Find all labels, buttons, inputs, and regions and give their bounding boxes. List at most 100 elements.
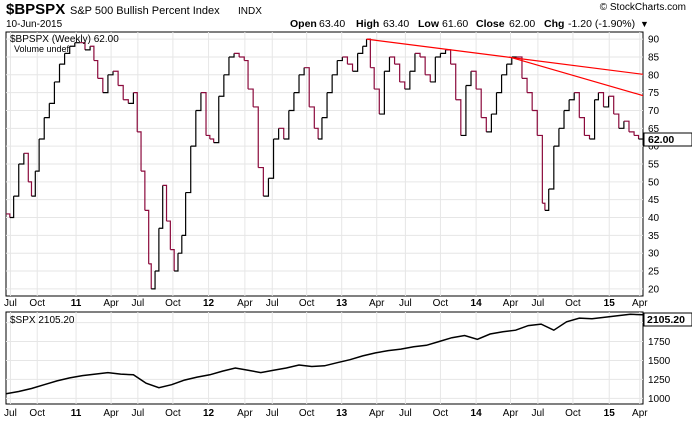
x-tick-label: 15: [604, 408, 616, 419]
open-label: Open: [290, 18, 317, 30]
bpi-bar: [404, 71, 411, 90]
x-tick-label: Jul: [531, 408, 544, 419]
bpi-bar: [209, 138, 215, 143]
x-tick-label: Oct: [299, 408, 315, 419]
bpi-bar: [162, 184, 168, 222]
lower-last-value: 2105.20: [647, 314, 685, 326]
bpi-bar: [288, 92, 295, 112]
high-value: 63.40: [383, 18, 409, 30]
x-tick-label: Apr: [237, 408, 253, 419]
bpi-bar: [553, 128, 560, 147]
bpi-bar: [248, 88, 254, 107]
chg-down-marker: ▼: [640, 19, 649, 29]
lower-y-tick-label: 1500: [648, 356, 671, 367]
x-tick-label: Oct: [29, 408, 45, 419]
bpi-bar: [49, 81, 56, 104]
bpi-bar: [200, 92, 207, 136]
bpi-bar: [69, 42, 76, 47]
x-tick-label: 11: [71, 298, 82, 309]
x-tick-label: Jul: [399, 408, 412, 419]
lower-price-line: [6, 313, 643, 395]
date-label: 10-Jun-2015: [6, 19, 63, 30]
x-tick-label: Oct: [433, 408, 449, 419]
bpi-bar: [213, 96, 220, 144]
bpi-bar: [465, 71, 472, 87]
bpi-bar: [420, 56, 426, 75]
bpi-bar: [440, 49, 447, 55]
bpi-bar: [537, 134, 543, 204]
bpi-bar: [603, 96, 610, 108]
bpi-bar: [155, 228, 160, 272]
bpi-bar: [223, 56, 230, 76]
x-tick-label: Oct: [299, 298, 315, 309]
bpi-bar: [93, 59, 99, 79]
x-tick-label: Apr: [503, 408, 519, 419]
brand-label: © StockCharts.com: [600, 2, 686, 13]
x-tick-label: Apr: [369, 298, 385, 309]
bpi-bar: [309, 106, 315, 129]
upper-y-tick-label: 85: [648, 52, 660, 63]
bpi-bar: [299, 67, 305, 76]
bpi-bar: [564, 99, 570, 112]
x-tick-label: Oct: [165, 408, 181, 419]
bpi-bar: [337, 56, 343, 62]
bpi-bar: [239, 56, 245, 61]
lower-x-axis: Jul Oct 11 Apr Jul Oct 12 Apr Jul Oct 13 Apr Jul Oct 1…: [4, 408, 648, 419]
bpi-bar: [379, 71, 385, 115]
bpi-bar: [613, 113, 620, 129]
bpi-bar: [185, 146, 192, 194]
bpi-bar: [128, 92, 134, 104]
low-value: 61.60: [442, 18, 468, 30]
upper-gridlines: [6, 32, 643, 296]
bpi-bar: [133, 92, 138, 132]
bpi-bar: [144, 209, 150, 264]
x-tick-label: Jul: [131, 298, 144, 309]
bpi-bar: [59, 53, 66, 65]
upper-y-tick-label: 65: [648, 124, 660, 135]
lower-legend-series: $SPX 2105.20: [10, 315, 75, 326]
bpi-bar: [574, 92, 580, 118]
upper-y-tick-label: 35: [648, 231, 660, 242]
bpi-bar: [113, 70, 119, 86]
bpi-bar: [481, 117, 487, 132]
x-tick-label: 14: [471, 408, 483, 419]
bpi-bar: [263, 178, 270, 197]
bpi-bar: [516, 56, 523, 79]
bpi-bar: [258, 166, 264, 197]
bpi-bar: [476, 88, 482, 118]
bpi-bar: [151, 271, 156, 290]
lower-panel-frame: [5, 311, 644, 405]
lower-y-tick-label: 1250: [648, 375, 671, 386]
bpi-bar: [486, 114, 492, 133]
bpi-bar: [347, 63, 354, 72]
bpi-bar: [218, 74, 225, 97]
bpi-bar: [244, 59, 249, 90]
bpi-bar: [170, 249, 175, 272]
upper-last-value: 62.00: [648, 134, 674, 146]
bpi-bar: [318, 117, 323, 140]
bpi-bar: [394, 63, 401, 82]
bpi-bar: [9, 196, 15, 219]
upper-y-tick-label: 30: [648, 249, 660, 260]
bpi-bar: [158, 185, 164, 229]
ohlc-row: Open 63.40 High 63.40 Low 61.60 Close 62…: [290, 18, 649, 30]
x-tick-label: 13: [336, 298, 348, 309]
lower-last-value-box: [643, 312, 692, 327]
x-tick-label: Jul: [4, 408, 17, 419]
bpi-bar: [352, 53, 359, 72]
x-tick-label: Apr: [237, 298, 253, 309]
bpi-bar: [39, 117, 45, 140]
bpi-bar: [278, 127, 285, 140]
bpi-bar: [28, 181, 33, 197]
upper-trendlines: [366, 38, 643, 97]
upper-y-tick-label: 50: [648, 177, 660, 188]
upper-y-axis: 20 25 30 35 40 45 50 55 60 65 70 75 80 85 90: [648, 35, 660, 296]
bpi-bar: [141, 170, 146, 211]
lower-y-tick-label: 1000: [648, 394, 671, 405]
bpi-bar: [496, 74, 503, 94]
bpi-bar: [23, 152, 29, 182]
lower-gridlines: [6, 312, 643, 404]
x-tick-label: 12: [203, 408, 215, 419]
bpi-bar: [234, 52, 240, 57]
bpi-bar: [206, 134, 211, 140]
